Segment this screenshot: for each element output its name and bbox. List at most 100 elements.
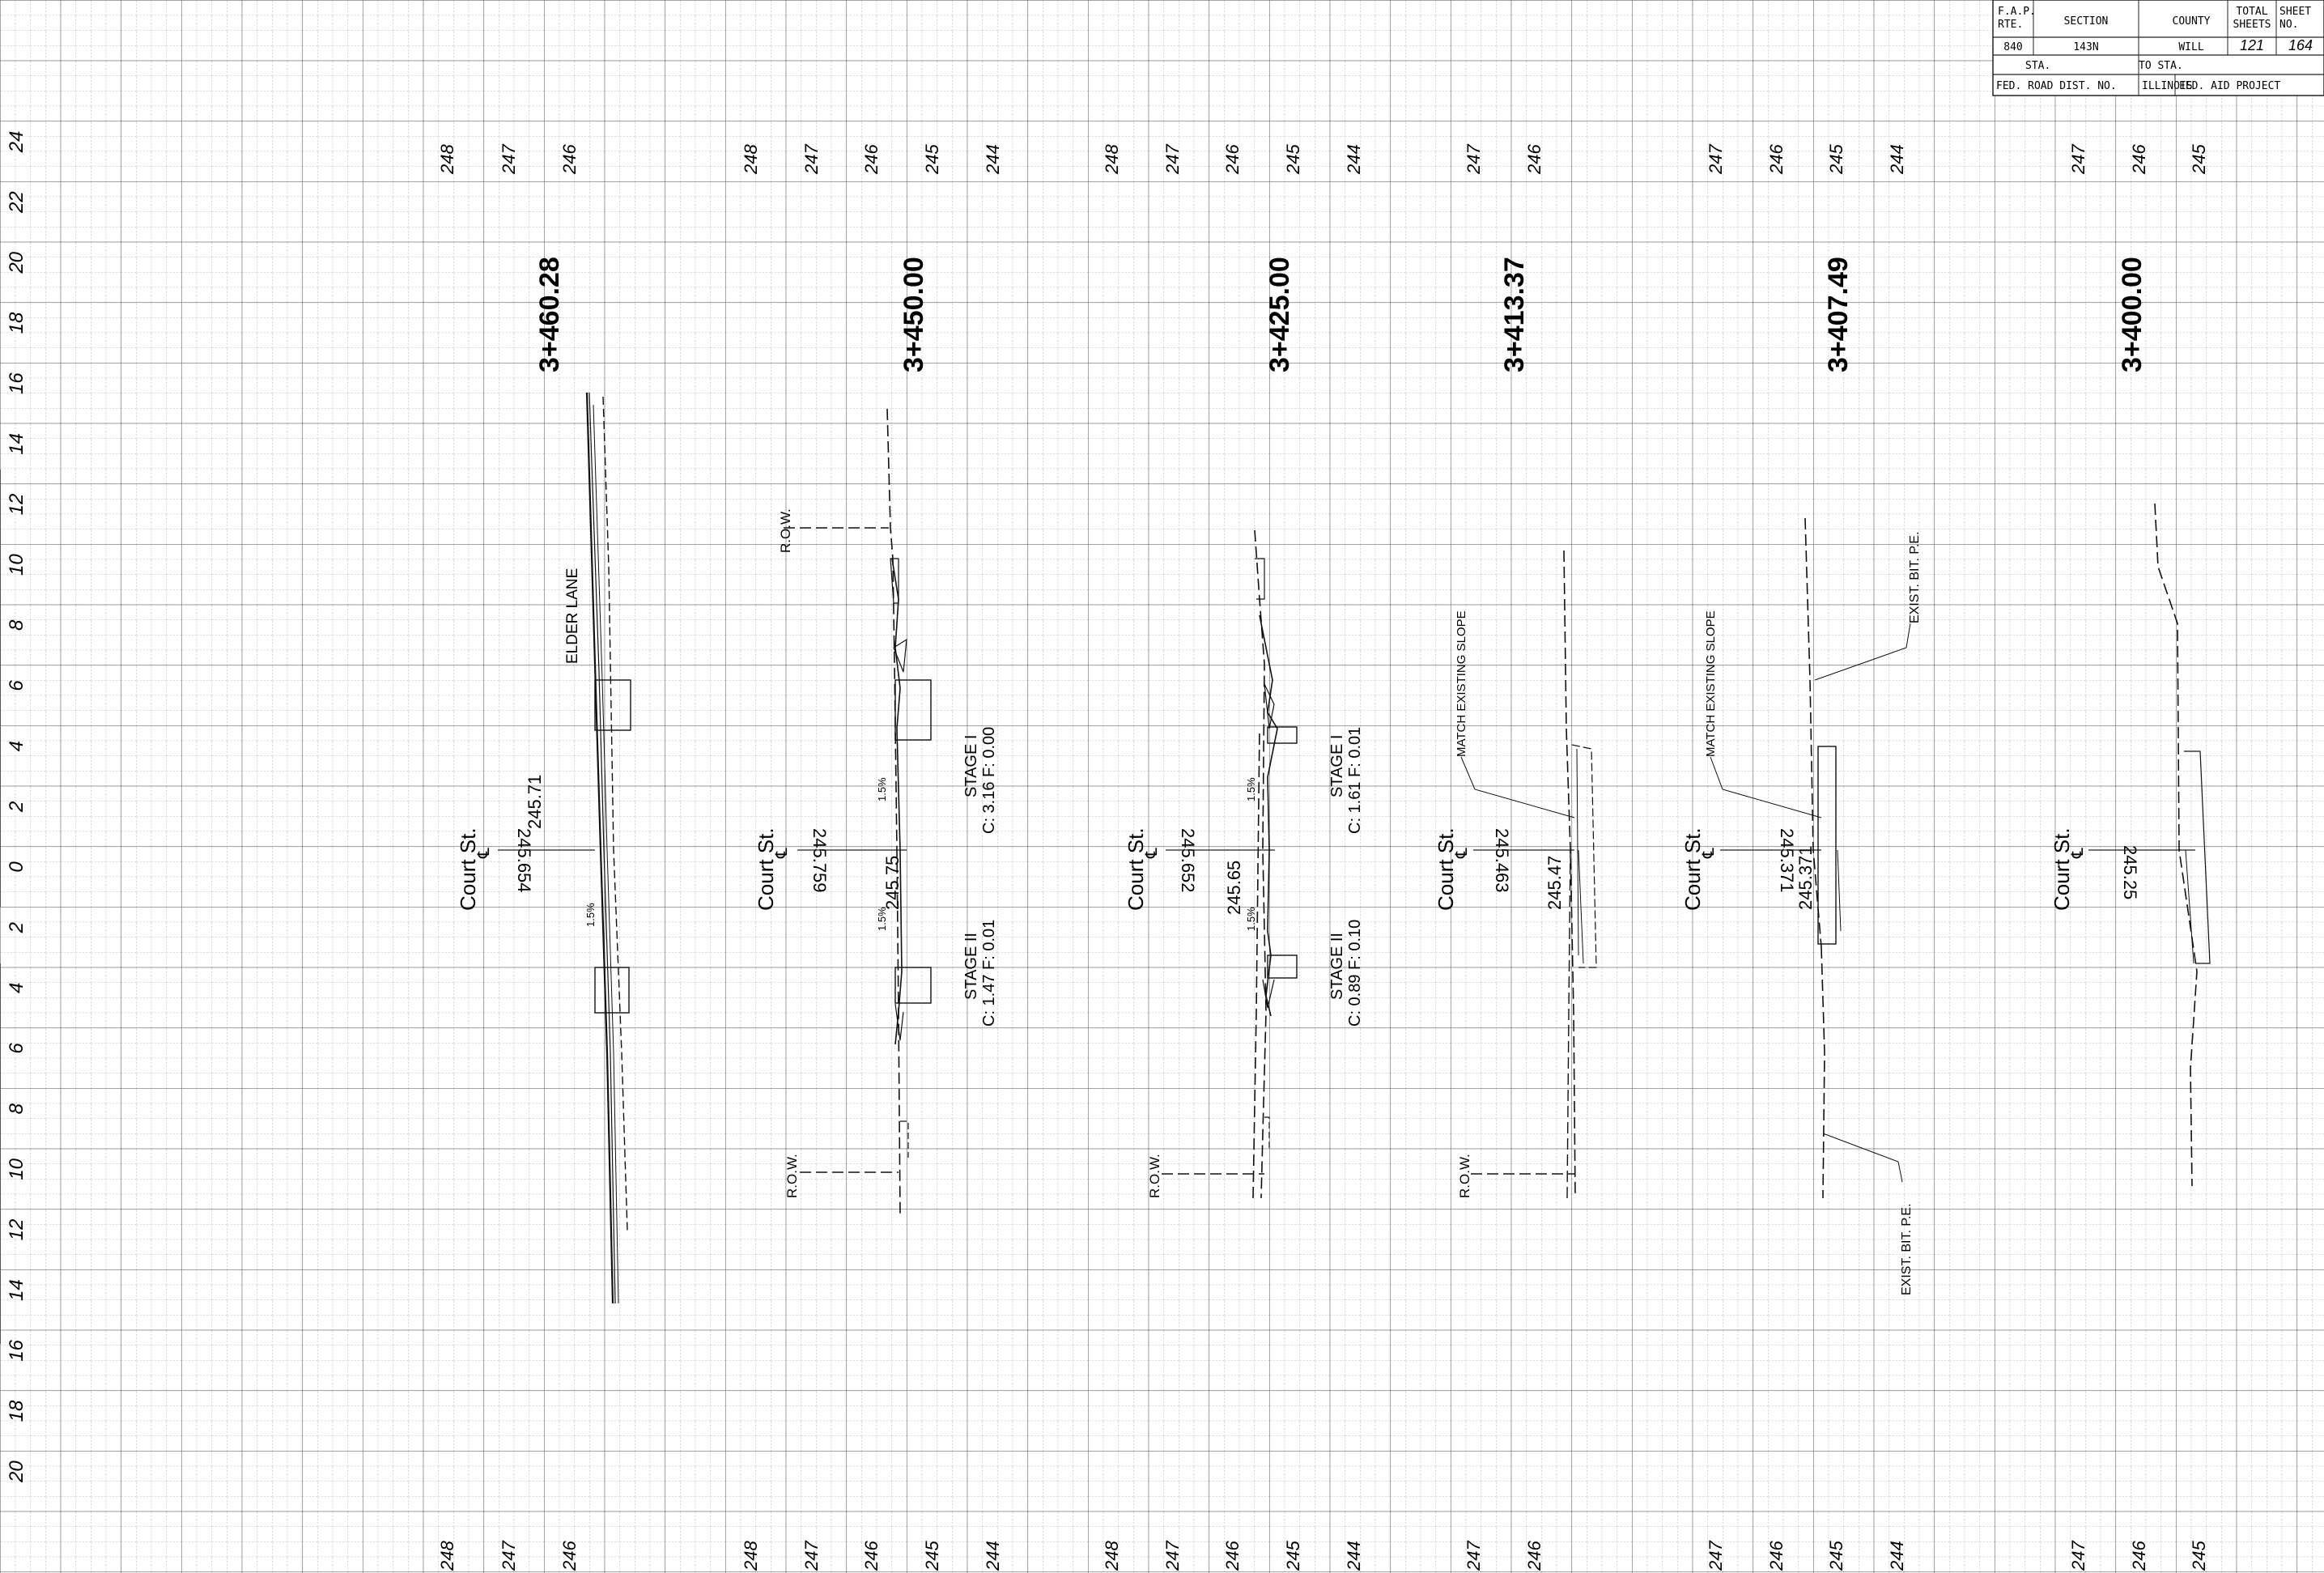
elev-label: 244 <box>983 144 1003 175</box>
elevation-labels-top: 248 247 246 <box>437 144 580 175</box>
section-3-460-28: 248 247 246 248 247 246 3+460.28 Court S… <box>437 144 631 1571</box>
note-elder-lane: ELDER LANE <box>564 568 581 664</box>
centerline-symbol: ℄ <box>1143 848 1161 859</box>
elev-label: 246 <box>559 144 580 175</box>
elev-label: 246 <box>1766 1541 1787 1571</box>
station-label: 3+400.00 <box>2117 257 2148 372</box>
elev-right-label: 245.371 <box>1795 845 1816 910</box>
elevation-labels-top: 247 246 <box>1464 144 1544 175</box>
note-match-slope: MATCH EXISTING SLOPE <box>1704 610 1718 757</box>
elev-label: 246 <box>861 144 882 175</box>
elev-label: 247 <box>499 1541 519 1571</box>
note-stage: STAGE I <box>962 735 980 797</box>
elev-label: 244 <box>1344 144 1364 175</box>
elev-label: 247 <box>1706 1541 1726 1571</box>
note-exist-pe: EXIST. BIT. P.E. <box>1908 531 1922 623</box>
elev-label: 246 <box>1222 1541 1243 1571</box>
elev-label: 244 <box>1887 144 1907 175</box>
elev-label: 248 <box>1102 144 1122 175</box>
profile-lines <box>1460 550 1597 1199</box>
elev-label: 247 <box>1464 144 1484 175</box>
offset-label: 20 <box>6 1460 28 1483</box>
elev-label: 248 <box>437 1541 457 1571</box>
offset-label: 12 <box>6 494 28 516</box>
section-3-400-00: 247 246 245 247 246 245 3+400.00 Court S… <box>2050 144 2211 1571</box>
centerline-label: Court St. <box>2050 827 2074 911</box>
offset-label: 4 <box>6 983 28 993</box>
elev-label: 245 <box>2189 1541 2209 1571</box>
centerline-label: Court St. <box>1124 827 1148 911</box>
offset-label: 18 <box>6 1400 28 1422</box>
elev-label: 247 <box>2068 144 2088 175</box>
elev-label: 246 <box>559 1541 580 1571</box>
offset-label: 8 <box>6 1103 28 1114</box>
elev-label: 244 <box>983 1541 1003 1571</box>
tb-sheets: SHEETS <box>2233 19 2271 31</box>
offset-label: 0 <box>6 861 28 873</box>
elevation-labels-bottom: 248 247 246 245 244 <box>741 1541 1003 1571</box>
elev-left-label: 245.371 <box>1777 828 1797 893</box>
centerline-symbol: ℄ <box>2069 848 2087 859</box>
offset-label: 10 <box>6 1158 28 1180</box>
section-3-413-37: 247 246 247 246 3+413.37 Court St. ℄ 245… <box>1434 144 1597 1571</box>
note-stage: STAGE II <box>1328 933 1346 1000</box>
tb-no: NO. <box>2279 19 2298 31</box>
offset-label: 14 <box>6 433 28 455</box>
note-row: R.O.W. <box>1147 1154 1162 1198</box>
elev-label: 245 <box>1283 144 1303 175</box>
note-stage: STAGE II <box>962 933 980 1000</box>
elev-label: 247 <box>1464 1541 1484 1571</box>
elev-label: 247 <box>1162 144 1183 175</box>
elev-label: 246 <box>1222 144 1243 175</box>
elev-label: 247 <box>801 144 822 175</box>
elevation-labels-top: 248 247 246 245 244 <box>741 144 1003 175</box>
elev-label: 247 <box>499 144 519 175</box>
elev-label: 246 <box>2129 1541 2149 1571</box>
profile-lines <box>1710 517 1911 1199</box>
elev-left-label: 245.759 <box>809 828 830 893</box>
offset-label: 14 <box>6 1279 28 1301</box>
profile-lines <box>585 392 631 1304</box>
elevation-labels-top: 247 246 245 244 <box>1706 144 1907 175</box>
tb-fed-aid: FED. AID PROJECT <box>2179 80 2280 92</box>
elev-label: 244 <box>1344 1541 1364 1571</box>
tb-county: COUNTY <box>2173 15 2211 28</box>
elev-label: 244 <box>1887 1541 1907 1571</box>
centerline-label: Court St. <box>456 827 480 911</box>
profile-lines <box>2154 503 2211 1187</box>
offset-label: 20 <box>6 251 28 274</box>
elev-right-label: 245.75 <box>882 856 903 910</box>
tb-fed-road: FED. ROAD DIST. NO. <box>1996 80 2117 92</box>
slope-label: 1.5% <box>876 777 888 801</box>
offset-label: 16 <box>6 1339 28 1361</box>
elev-left-label: 245.25 <box>2120 845 2140 899</box>
elevation-labels-bottom: 248 247 246 245 244 <box>1102 1541 1364 1571</box>
elev-label: 246 <box>1524 144 1544 175</box>
slope-label: 1.5% <box>584 903 597 927</box>
elev-label: 248 <box>741 144 761 175</box>
section-3-407-49: 247 246 245 244 247 246 245 244 3+407.49… <box>1680 144 1922 1571</box>
elev-label: 248 <box>437 144 457 175</box>
section-3-425-00: 248 247 246 245 244 248 247 246 245 244 … <box>1102 144 1364 1571</box>
elevation-labels-bottom: 247 246 245 244 <box>1706 1541 1907 1571</box>
centerline-symbol: ℄ <box>773 848 791 859</box>
elev-label: 247 <box>1706 144 1726 175</box>
elevation-labels-bottom: 247 246 245 <box>2068 1541 2209 1571</box>
note-exist-pe: EXIST. BIT. P.E. <box>1900 1203 1914 1295</box>
elev-label: 245 <box>1826 1541 1846 1571</box>
slope-label: 1.5% <box>1245 907 1257 931</box>
tb-to-sta: TO STA. <box>2139 60 2183 72</box>
offset-label: 12 <box>6 1219 28 1241</box>
tb-sheet-value: 164 <box>2288 37 2313 53</box>
elevation-labels-bottom: 247 246 <box>1464 1541 1544 1571</box>
elev-right-label: 245.71 <box>525 775 545 829</box>
station-label: 3+407.49 <box>1823 257 1854 372</box>
elev-right-label: 245.47 <box>1544 856 1565 910</box>
tb-county-value: WILL <box>2178 41 2203 53</box>
elev-left-label: 245.652 <box>1178 828 1198 893</box>
elev-left-label: 245.654 <box>514 828 534 893</box>
elev-label: 245 <box>922 1541 942 1571</box>
offset-label: 24 <box>6 131 28 154</box>
offset-label: 22 <box>6 191 28 214</box>
elev-label: 246 <box>1766 144 1787 175</box>
